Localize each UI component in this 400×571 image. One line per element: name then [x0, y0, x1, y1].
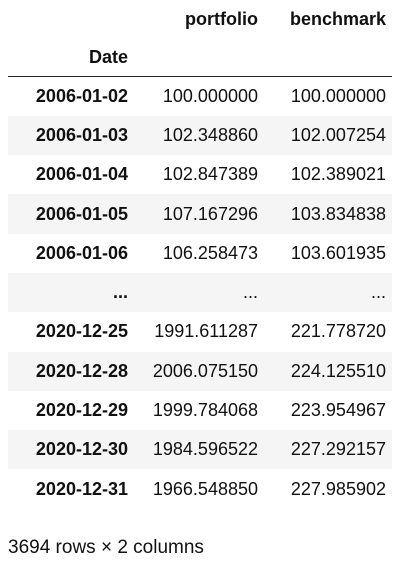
row-index: 2006-01-02 [35, 85, 128, 106]
row-index: 2006-01-04 [35, 164, 128, 185]
cell-benchmark: 227.985902 [290, 478, 386, 499]
index-header-date: Date [88, 46, 128, 67]
cell-benchmark: 224.125510 [290, 360, 386, 381]
row-index: 2020-12-30 [35, 439, 128, 460]
cell-portfolio: 1999.784068 [152, 400, 258, 421]
cell-portfolio: 100.000000 [162, 85, 258, 106]
row-index: 2020-12-25 [35, 321, 128, 342]
table-row: 2020-12-29 1999.784068 223.954967 [8, 391, 392, 430]
cell-portfolio: 102.847389 [162, 164, 258, 185]
cell-portfolio: 107.167296 [162, 203, 258, 224]
cell-portfolio: 1984.596522 [152, 439, 258, 460]
header-blank [134, 38, 264, 77]
table-row-ellipsis: ... ... ... [8, 272, 392, 313]
table-row: 2006-01-03 102.348860 102.007254 [8, 115, 392, 156]
cell-portfolio: 1991.611287 [154, 321, 258, 342]
column-header-portfolio: portfolio [185, 8, 258, 29]
cell-portfolio: ... [242, 282, 258, 303]
table-row: 2006-01-04 102.847389 102.389021 [8, 155, 392, 194]
row-index: 2020-12-31 [35, 478, 128, 499]
table-body: 2006-01-02 100.000000 100.000000 2006-01… [8, 77, 392, 509]
cell-benchmark: 221.778720 [290, 321, 386, 342]
cell-portfolio: 106.258473 [162, 242, 258, 263]
cell-benchmark: 102.007254 [290, 124, 386, 145]
dataframe-table: portfolio benchmark Date 2006-01-02 100.… [8, 0, 392, 509]
cell-benchmark: 103.601935 [290, 242, 386, 263]
row-index: 2006-01-06 [35, 242, 128, 263]
cell-benchmark: 223.954967 [290, 400, 386, 421]
row-index: ... [112, 282, 128, 303]
cell-portfolio: 102.348860 [162, 124, 258, 145]
cell-benchmark: 100.000000 [290, 85, 386, 106]
table-row: 2006-01-06 106.258473 103.601935 [8, 234, 392, 273]
table-row: 2020-12-31 1966.548850 227.985902 [8, 469, 392, 508]
column-header-row: portfolio benchmark [8, 0, 392, 38]
cell-benchmark: 103.834838 [290, 203, 386, 224]
table-row: 2006-01-05 107.167296 103.834838 [8, 194, 392, 234]
row-index: 2006-01-05 [35, 203, 128, 224]
index-header-row: Date [8, 38, 392, 77]
cell-portfolio: 2006.075150 [152, 360, 258, 381]
table-row: 2020-12-25 1991.611287 221.778720 [8, 312, 392, 351]
row-index: 2006-01-03 [35, 124, 128, 145]
cell-benchmark: 227.292157 [290, 439, 386, 460]
cell-benchmark: ... [370, 282, 386, 303]
cell-benchmark: 102.389021 [290, 164, 386, 185]
header-blank [8, 0, 134, 38]
dataframe-shape-summary: 3694 rows × 2 columns [8, 537, 204, 558]
row-index: 2020-12-28 [35, 360, 128, 381]
row-index: 2020-12-29 [35, 400, 128, 421]
table-row: 2020-12-28 2006.075150 224.125510 [8, 351, 392, 391]
dataframe-output: portfolio benchmark Date 2006-01-02 100.… [8, 0, 392, 509]
header-blank [264, 38, 392, 77]
column-header-benchmark: benchmark [289, 8, 386, 29]
cell-portfolio: 1966.548850 [152, 478, 258, 499]
table-row: 2020-12-30 1984.596522 227.292157 [8, 430, 392, 470]
table-row: 2006-01-02 100.000000 100.000000 [8, 77, 392, 116]
